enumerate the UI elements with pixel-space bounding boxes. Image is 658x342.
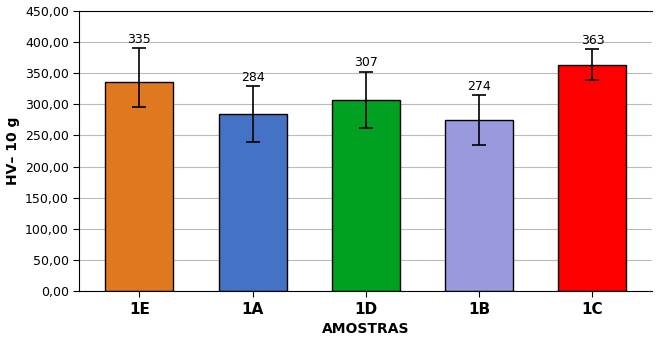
Text: 284: 284 [241,70,265,83]
Bar [559,65,626,291]
X-axis label: AMOSTRAS: AMOSTRAS [322,323,410,337]
Text: 363: 363 [580,34,604,47]
Y-axis label: HV– 10 g: HV– 10 g [5,117,20,185]
Text: 274: 274 [467,80,491,93]
Text: 307: 307 [354,56,378,69]
Bar [105,82,174,291]
Text: 335: 335 [128,32,151,45]
Bar [332,100,400,291]
Bar [218,114,287,291]
Bar [445,120,513,291]
